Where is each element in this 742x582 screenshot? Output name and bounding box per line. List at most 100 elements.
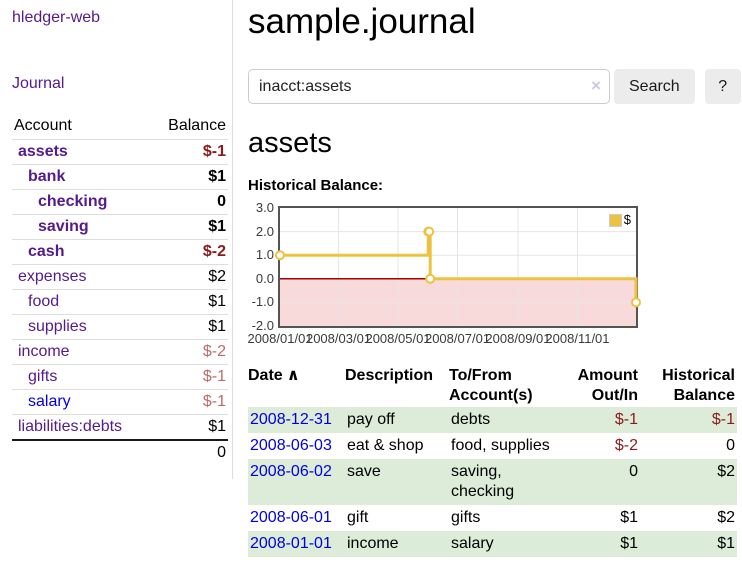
account-row-liabilities-debts: liabilities:debts $1 — [12, 414, 228, 440]
transaction-date-link[interactable]: 2008-06-03 — [250, 437, 332, 454]
transaction-date-link[interactable]: 2008-12-31 — [250, 411, 332, 428]
page-title: sample.journal — [248, 2, 476, 41]
historical-balance-chart: $ 3.0 2.0 1.0 0.0 -1.0 -2.0 2008/01/01 2008/03/… — [247, 200, 742, 349]
account-link-gifts[interactable]: gifts — [28, 368, 58, 385]
transaction-amount: $-2 — [614, 437, 638, 454]
account-link-checking[interactable]: checking — [38, 193, 108, 210]
sidebar-item-journal[interactable]: Journal — [12, 75, 65, 92]
transaction-amount: $1 — [620, 509, 638, 526]
accounts-total-balance: 0 — [150, 439, 228, 465]
x-axis-tick-label: 2008/01/01 — [247, 331, 313, 346]
account-link-income[interactable]: income — [18, 343, 70, 360]
account-row-gifts: gifts $-1 — [12, 364, 228, 390]
account-row-assets: assets $-1 — [12, 139, 228, 165]
account-row-income: income $-2 — [12, 339, 228, 365]
account-balance: $-1 — [150, 389, 228, 415]
account-row-salary: salary $-1 — [12, 389, 228, 415]
account-link-salary[interactable]: salary — [28, 393, 71, 410]
account-balance: $1 — [150, 164, 228, 190]
register-header-balance: Historical Balance — [662, 367, 735, 404]
x-axis-tick-label: 2008/11/01 — [545, 331, 610, 346]
account-link-expenses[interactable]: expenses — [18, 268, 87, 285]
register-row: 2008-06-03 eat & shop food, supplies $-2… — [248, 433, 737, 459]
account-balance: 0 — [150, 189, 228, 215]
register-row: 2008-12-31 pay off debts $-1 $-1 — [248, 407, 737, 433]
account-balance: $1 — [150, 414, 228, 440]
legend-swatch-icon — [608, 213, 622, 227]
transaction-accounts: gifts — [451, 509, 481, 526]
account-balance: $-2 — [150, 339, 228, 365]
x-axis-tick-label: 2008/03/01 — [305, 331, 372, 346]
account-row-checking: checking 0 — [12, 189, 228, 215]
transaction-description: save — [347, 463, 381, 480]
register-header-row: Date ∧ Description To/From Account(s) Amo… — [248, 365, 737, 407]
transaction-date-link[interactable]: 2008-06-02 — [250, 463, 332, 480]
account-link-cash[interactable]: cash — [28, 243, 65, 260]
transaction-date-link[interactable]: 2008-06-01 — [250, 509, 332, 526]
y-axis-tick-label: -1.0 — [251, 294, 274, 310]
search-button[interactable]: Search — [614, 69, 695, 104]
transaction-accounts: saving, checking — [451, 463, 515, 500]
accounts-header-row: Account Balance — [12, 114, 228, 140]
account-balance: $-1 — [150, 139, 228, 165]
transaction-balance: $2 — [717, 509, 735, 526]
account-link-saving[interactable]: saving — [38, 218, 89, 235]
app-title-link[interactable]: hledger-web — [12, 9, 101, 26]
transaction-description: income — [347, 535, 399, 552]
chart-canvas — [275, 208, 641, 326]
clear-search-icon[interactable]: × — [591, 76, 601, 95]
accounts-table: Account Balance assets $-1 bank $1 check… — [12, 114, 228, 465]
account-link-supplies[interactable]: supplies — [28, 318, 87, 335]
register-row: 2008-01-01 income salary $1 $1 — [248, 531, 737, 557]
transaction-balance: $1 — [717, 535, 735, 552]
transaction-accounts: food, supplies — [451, 437, 550, 454]
transaction-accounts: debts — [451, 411, 491, 428]
y-axis-tick-label: 0.0 — [255, 270, 274, 286]
account-balance: $2 — [150, 264, 228, 290]
register-header-description: Description — [345, 367, 434, 384]
transaction-amount: $1 — [620, 535, 638, 552]
page: hledger-web Journal Account Balance asse… — [12, 0, 742, 557]
register-header-amount: Amount Out/In — [577, 367, 638, 404]
search-input[interactable] — [248, 69, 610, 104]
x-axis-tick-label: 2008/07/01 — [424, 331, 491, 346]
account-balance: $-1 — [150, 364, 228, 390]
transaction-balance: $-1 — [711, 411, 735, 428]
account-row-supplies: supplies $1 — [12, 314, 228, 340]
account-link-assets[interactable]: assets — [18, 143, 68, 160]
account-balance: $1 — [150, 289, 228, 315]
transaction-description: eat & shop — [347, 437, 424, 454]
chart-legend: $ — [606, 212, 633, 228]
account-row-saving: saving $1 — [12, 214, 228, 240]
transaction-date-link[interactable]: 2008-01-01 — [250, 535, 332, 552]
main-content: sample.journal × Search ? assets Histori… — [233, 0, 742, 557]
chart-plot-area: $ — [275, 206, 641, 328]
accounts-total-row: 0 — [12, 439, 228, 465]
account-heading: assets — [248, 127, 332, 159]
transaction-description: gift — [347, 509, 369, 526]
register-header-date[interactable]: Date ∧ — [248, 367, 300, 384]
account-row-cash: cash $-2 — [12, 239, 228, 265]
search-form: × Search ? — [248, 69, 742, 104]
y-axis-tick-label: -2.0 — [251, 318, 274, 333]
transaction-balance: 0 — [726, 437, 735, 454]
transaction-amount: 0 — [629, 463, 638, 480]
transaction-description: pay off — [347, 411, 395, 428]
accounts-header-balance: Balance — [168, 117, 226, 134]
y-axis-tick-label: 2.0 — [255, 223, 274, 239]
y-axis-tick-label: 3.0 — [255, 200, 274, 215]
account-link-liabilities-debts[interactable]: liabilities:debts — [18, 418, 123, 435]
account-row-food: food $1 — [12, 289, 228, 315]
register-table: Date ∧ Description To/From Account(s) Amo… — [248, 365, 737, 557]
account-balance: $1 — [150, 314, 228, 340]
x-axis-tick-label: 2008/05/01 — [365, 331, 431, 346]
chart-title: Historical Balance: — [248, 177, 384, 194]
account-balance: $-2 — [150, 239, 228, 265]
transaction-amount: $-1 — [614, 411, 638, 428]
search-box: × — [248, 69, 610, 104]
transaction-accounts: salary — [451, 535, 494, 552]
account-link-bank[interactable]: bank — [28, 168, 66, 185]
account-row-bank: bank $1 — [12, 164, 228, 190]
account-link-food[interactable]: food — [28, 293, 60, 310]
help-button[interactable]: ? — [704, 69, 741, 104]
